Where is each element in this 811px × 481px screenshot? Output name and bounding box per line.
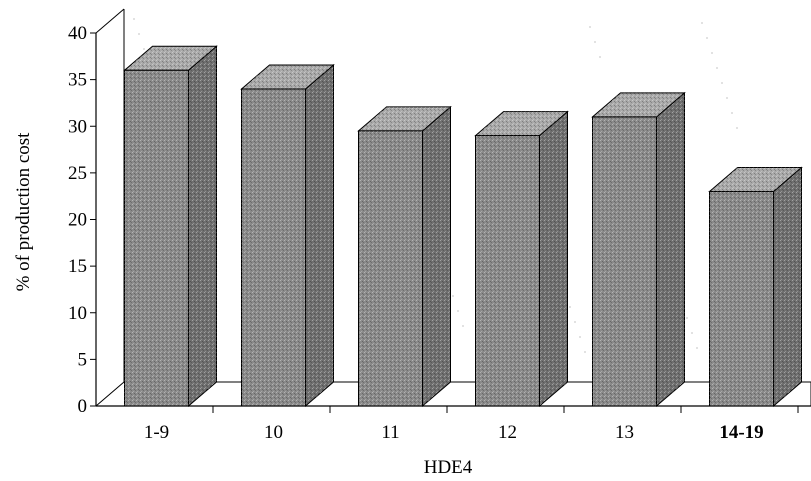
y-tick-label: 10 (68, 303, 87, 324)
x-axis-title: HDE4 (424, 457, 473, 478)
wall-speckle (138, 33, 140, 35)
bar-front-texture (124, 70, 189, 407)
bar-side-texture (422, 106, 451, 406)
bar (591, 91, 686, 408)
bar (123, 45, 218, 408)
bar-side-texture (656, 92, 685, 407)
wall-speckle (569, 306, 571, 308)
wall-speckle (726, 97, 728, 99)
bar-top-texture (709, 167, 802, 192)
back-wall-top-edge (95, 8, 125, 34)
wall-speckle (462, 325, 464, 327)
wall-speckle (736, 127, 738, 129)
bar (474, 110, 569, 408)
bar-side-texture (188, 46, 217, 407)
y-tick-label: 30 (68, 116, 87, 137)
wall-speckle (686, 317, 688, 319)
x-tick-label: 1-9 (144, 422, 169, 443)
wall-speckle (579, 336, 581, 338)
y-tick-label: 0 (78, 396, 88, 417)
bar-front-texture (241, 88, 306, 406)
wall-speckle (133, 18, 135, 20)
bar-top-texture (475, 111, 568, 136)
wall-speckle (711, 52, 713, 54)
wall-speckle (696, 347, 698, 349)
wall-speckle (701, 22, 703, 24)
bar-side-texture (539, 111, 568, 406)
wall-speckle (716, 67, 718, 69)
wall-speckle (584, 351, 586, 353)
bar-top-texture (124, 46, 217, 71)
bar-front-texture (475, 135, 540, 406)
bar-front-texture (592, 116, 657, 407)
x-tick-label: 10 (264, 422, 283, 443)
wall-speckle (143, 48, 145, 50)
x-axis-ticks: 1-9 10 11 12 13 14-19 (144, 406, 799, 443)
wall-speckle (594, 41, 596, 43)
bar-side-texture (773, 167, 802, 406)
y-tick-label: 40 (68, 23, 87, 44)
x-tick-label: 14-19 (719, 422, 763, 443)
bar-top-texture (241, 64, 334, 89)
wall-speckle (457, 310, 459, 312)
bar-front-texture (358, 130, 423, 406)
y-tick-label: 20 (68, 210, 87, 231)
wall-speckle (731, 112, 733, 114)
x-tick-label: 12 (498, 422, 517, 443)
wall-speckle (691, 332, 693, 334)
wall-speckle (589, 26, 591, 28)
y-tick-label: 25 (68, 163, 87, 184)
y-axis-ticks: 0 5 10 15 20 25 30 35 40 (68, 23, 96, 417)
wall-speckle (574, 321, 576, 323)
bar (357, 105, 452, 408)
wall-speckle (599, 56, 601, 58)
y-tick-label: 5 (78, 349, 88, 370)
wall-speckle (706, 37, 708, 39)
x-tick-label: 13 (615, 422, 634, 443)
bar-top-texture (592, 92, 685, 117)
bar (240, 63, 335, 408)
x-tick-label: 11 (381, 422, 399, 443)
bar-side-texture (305, 64, 334, 406)
bar-top-texture (358, 106, 451, 131)
y-tick-label: 35 (68, 70, 87, 91)
bars-group (123, 45, 803, 408)
wall-speckle (452, 295, 454, 297)
y-axis-title: % of production cost (13, 132, 34, 292)
bar-front-texture (709, 191, 774, 406)
y-tick-label: 15 (68, 256, 87, 277)
wall-speckle (721, 82, 723, 84)
bar (708, 166, 803, 408)
